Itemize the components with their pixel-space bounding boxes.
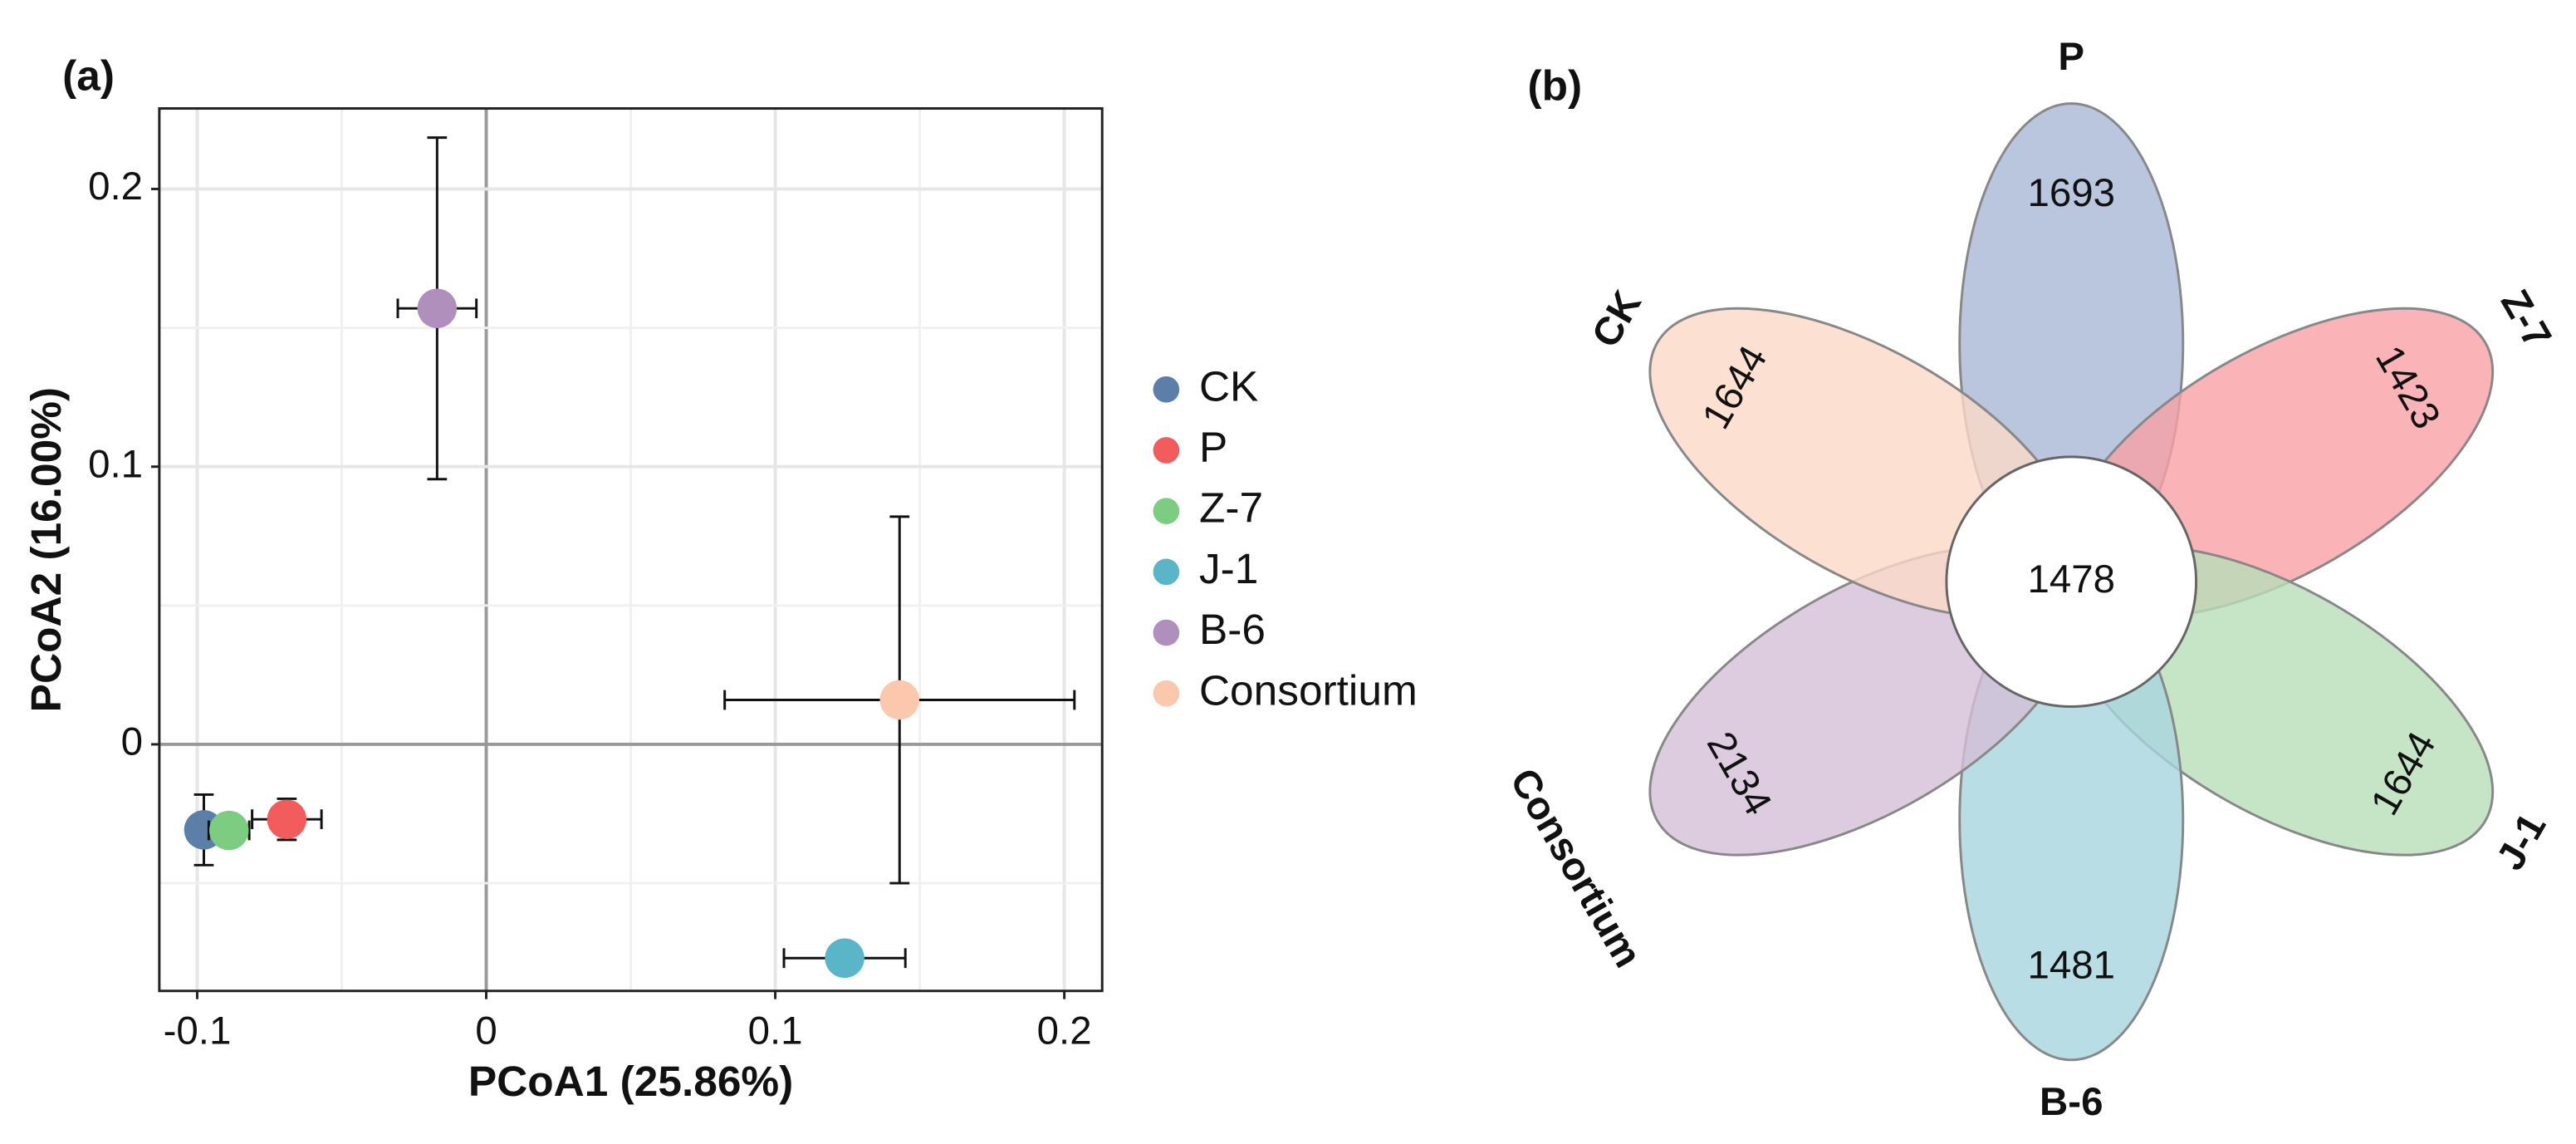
plot-frame bbox=[158, 107, 1104, 993]
petal-name: P bbox=[2058, 35, 2084, 79]
legend-marker bbox=[1153, 619, 1180, 646]
point bbox=[267, 799, 307, 839]
legend-label: B-6 bbox=[1199, 605, 1266, 653]
legend-marker bbox=[1153, 680, 1180, 707]
point bbox=[879, 680, 919, 720]
core-label: 1478 bbox=[2027, 557, 2115, 601]
petal-count: 1481 bbox=[2027, 944, 2115, 988]
petal-name: Z-7 bbox=[2492, 282, 2560, 356]
petal-name: CK bbox=[1584, 283, 1650, 355]
panel-label: (a) bbox=[62, 52, 115, 100]
legend-label: CK bbox=[1199, 361, 1258, 410]
legend-marker bbox=[1153, 558, 1180, 586]
legend-label: P bbox=[1199, 423, 1227, 471]
figure-body: (a) -0.1 0 0.1 0.2 0 0.1 0.2 PCoA1 (25.86%) PCoA2… bbox=[22, 35, 2559, 1124]
x-axis-title: PCoA1 (25.86%) bbox=[468, 1057, 793, 1105]
y-tick-label: 0.2 bbox=[88, 164, 143, 209]
y-tick-label: 0.1 bbox=[88, 442, 143, 486]
legend-marker bbox=[1153, 376, 1180, 403]
point bbox=[825, 938, 864, 979]
legend-marker bbox=[1153, 437, 1180, 464]
core bbox=[1945, 455, 2198, 709]
legend-label: J-1 bbox=[1199, 544, 1258, 592]
x-tick-label: 0 bbox=[475, 1009, 497, 1053]
legend-marker bbox=[1153, 498, 1180, 524]
legend-label: Z-7 bbox=[1199, 484, 1263, 532]
x-tick-label: 0.1 bbox=[748, 1009, 803, 1053]
legend-label: Consortium bbox=[1199, 665, 1418, 714]
y-axis-title: PCoA2 (16.00%) bbox=[22, 387, 70, 712]
y-tick-label: 0 bbox=[121, 719, 143, 763]
point bbox=[209, 810, 249, 851]
petal-name: B-6 bbox=[2040, 1080, 2103, 1124]
petal-name: J-1 bbox=[2488, 806, 2554, 877]
point bbox=[417, 288, 458, 328]
petal-name: Consortium bbox=[1501, 761, 1650, 975]
x-tick-label: -0.1 bbox=[164, 1009, 232, 1053]
x-tick-label: 0.2 bbox=[1037, 1009, 1092, 1053]
panel-label: (b) bbox=[1528, 61, 1583, 109]
petal-count: 1693 bbox=[2027, 171, 2115, 215]
